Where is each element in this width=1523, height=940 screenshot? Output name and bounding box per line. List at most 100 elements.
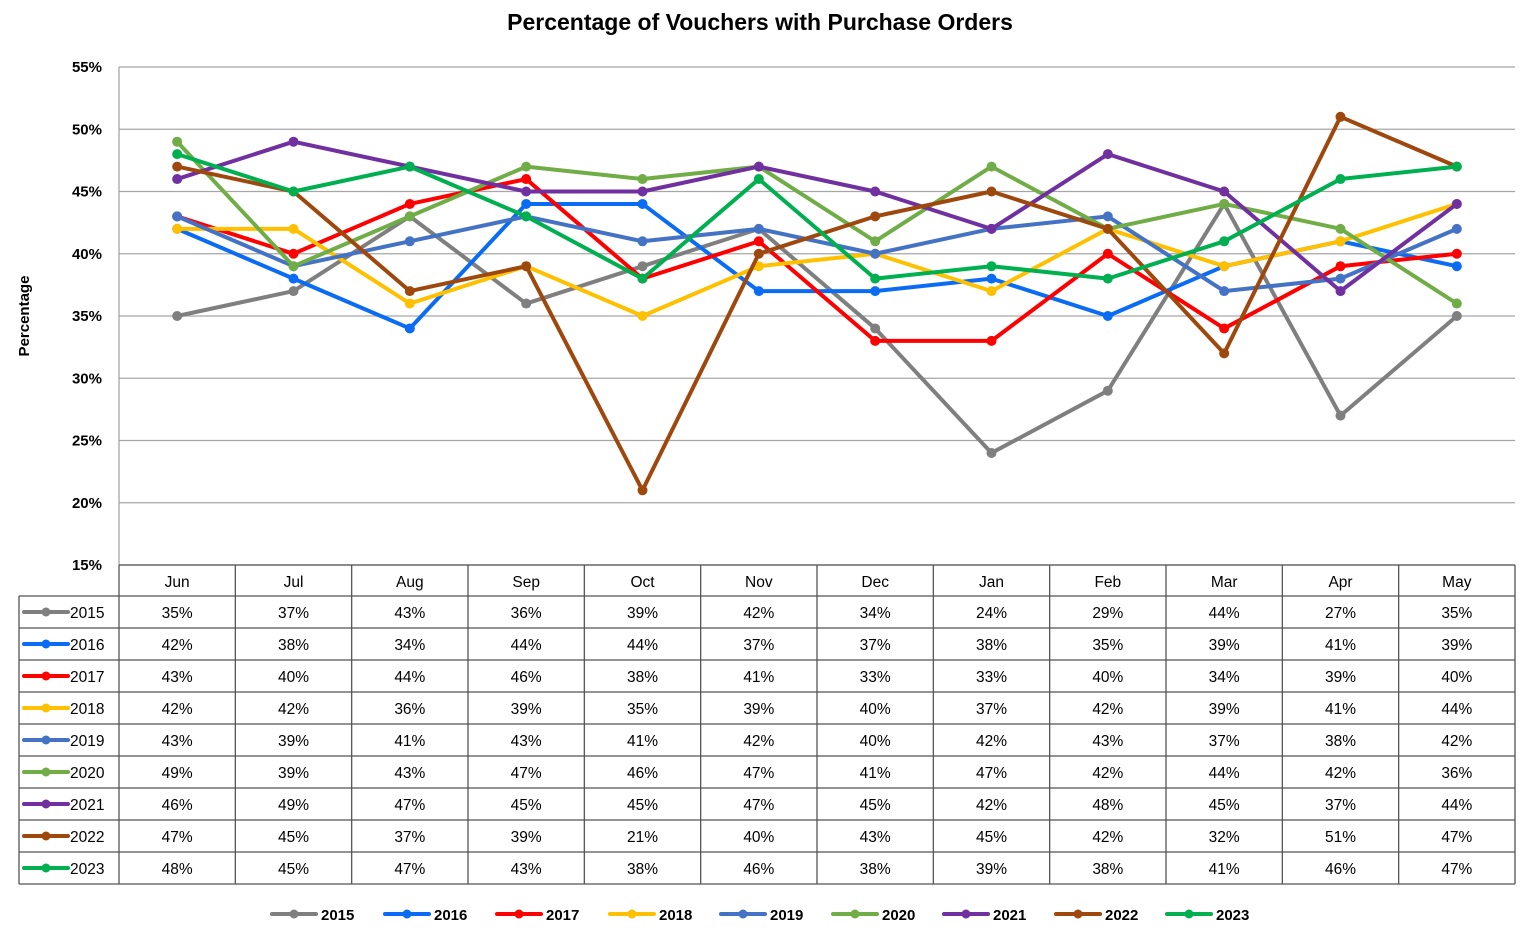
data-label: 36%	[1441, 765, 1472, 782]
x-tick-label: Mar	[1211, 574, 1238, 591]
data-label: 40%	[743, 829, 774, 846]
series-line	[176, 114, 1458, 493]
data-label: 41%	[1325, 637, 1356, 654]
data-point	[753, 286, 764, 297]
data-label: 38%	[1092, 861, 1123, 878]
data-point	[172, 211, 183, 222]
legend-label: 2016	[434, 907, 467, 924]
data-point	[1102, 385, 1113, 396]
data-label: 46%	[1325, 861, 1356, 878]
data-label: 39%	[278, 733, 309, 750]
data-label: 45%	[511, 797, 542, 814]
data-point	[637, 198, 648, 209]
data-point	[1102, 248, 1113, 259]
data-label: 39%	[511, 701, 542, 718]
data-label: 48%	[1092, 797, 1123, 814]
data-point	[288, 136, 299, 147]
chart-title: Percentage of Vouchers with Purchase Ord…	[507, 9, 1013, 35]
data-point	[1102, 223, 1113, 234]
x-tick-label: Dec	[861, 574, 889, 591]
data-point	[637, 186, 648, 197]
legend-key-marker	[627, 909, 637, 919]
data-label: 42%	[743, 733, 774, 750]
data-point	[637, 273, 648, 284]
x-tick-label: Aug	[396, 574, 424, 591]
data-label: 43%	[394, 605, 425, 622]
data-point	[288, 186, 299, 197]
y-tick-label: 20%	[72, 495, 102, 512]
data-label: 45%	[976, 829, 1007, 846]
data-label: 37%	[1209, 733, 1240, 750]
series-line	[176, 139, 1459, 294]
data-point	[870, 236, 881, 247]
data-point	[870, 286, 881, 297]
legend-key-marker	[402, 909, 412, 919]
legend-label: 2018	[659, 907, 692, 924]
data-table: Jun Jul Aug Sep Oct Nov Dec Jan Feb Mar Apr May 2015…	[18, 564, 1516, 885]
data-label: 44%	[511, 637, 542, 654]
data-point	[986, 335, 997, 346]
data-label: 45%	[627, 797, 658, 814]
data-label: 42%	[1441, 733, 1472, 750]
data-point	[986, 261, 997, 272]
data-label: 47%	[743, 797, 774, 814]
legend-key-marker	[41, 799, 51, 809]
data-label: 46%	[627, 765, 658, 782]
y-tick-label: 35%	[72, 308, 102, 325]
legend-label: 2022	[1105, 907, 1138, 924]
table-row: 2023 48% 45% 47% 43% 38% 46% 38% 39% 38% 41% 46% 47%	[22, 861, 1473, 878]
legend-key-marker	[289, 909, 299, 919]
row-series-name: 2015	[70, 605, 104, 622]
data-label: 39%	[1325, 669, 1356, 686]
data-label: 39%	[743, 701, 774, 718]
row-series-name: 2020	[70, 765, 105, 782]
data-label: 37%	[394, 829, 425, 846]
data-label: 38%	[860, 861, 891, 878]
data-point	[1335, 410, 1346, 421]
data-point	[1102, 211, 1113, 222]
data-label: 46%	[162, 797, 193, 814]
data-point	[1335, 236, 1346, 247]
data-point	[986, 223, 997, 234]
data-label: 41%	[1209, 861, 1240, 878]
legend-key-marker	[41, 639, 51, 649]
data-label: 32%	[1209, 829, 1240, 846]
data-label: 43%	[162, 669, 193, 686]
data-label: 37%	[860, 637, 891, 654]
data-label: 42%	[1092, 829, 1123, 846]
x-tick-label: Sep	[512, 574, 540, 591]
data-point	[288, 286, 299, 297]
data-label: 44%	[1441, 701, 1472, 718]
legend-item: 2022	[1054, 907, 1138, 924]
data-label: 34%	[1209, 669, 1240, 686]
data-point	[1219, 261, 1230, 272]
data-point	[521, 198, 532, 209]
data-point	[521, 298, 532, 309]
data-label: 37%	[976, 701, 1007, 718]
legend-item: 2019	[719, 907, 803, 924]
data-point	[753, 248, 764, 259]
data-point	[288, 223, 299, 234]
data-label: 34%	[394, 637, 425, 654]
series-2023	[172, 149, 1462, 284]
data-point	[1335, 261, 1346, 272]
data-point	[288, 261, 299, 272]
series-line	[176, 152, 1458, 281]
x-tick-label: Jul	[284, 574, 304, 591]
data-label: 42%	[162, 701, 193, 718]
data-point	[753, 161, 764, 172]
series-lines	[172, 111, 1462, 496]
legend-label: 2021	[993, 907, 1026, 924]
y-axis-ticks: 15% 20% 25% 30% 35% 40% 45% 50% 55%	[72, 59, 102, 574]
data-point	[1451, 248, 1462, 259]
data-label: 44%	[627, 637, 658, 654]
data-label: 38%	[278, 637, 309, 654]
legend-item: 2023	[1165, 907, 1249, 924]
legend-item: 2015	[270, 907, 354, 924]
data-point	[288, 248, 299, 259]
data-label: 39%	[1209, 701, 1240, 718]
data-point	[870, 335, 881, 346]
data-label: 45%	[278, 829, 309, 846]
legend-label: 2020	[882, 907, 915, 924]
